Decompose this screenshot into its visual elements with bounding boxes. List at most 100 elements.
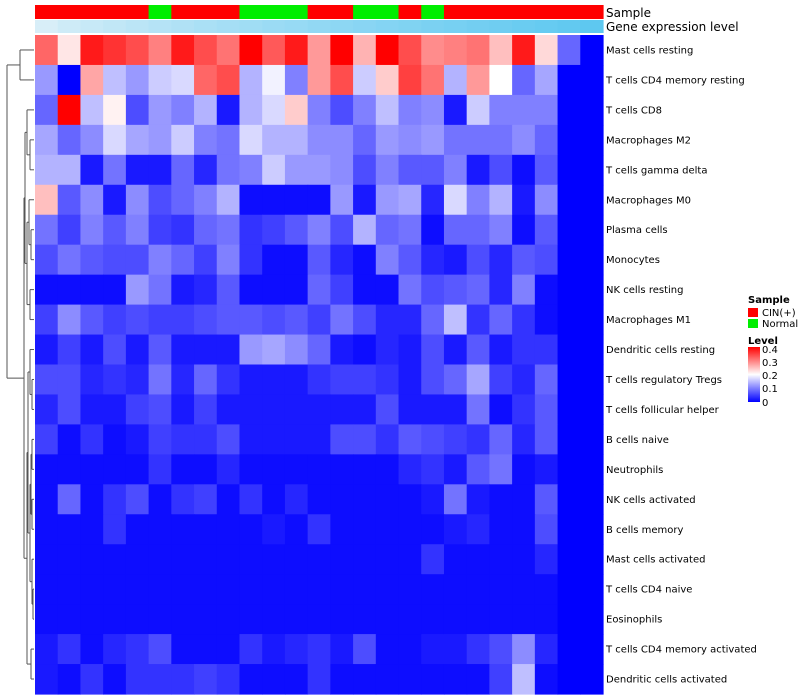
heatmap-cell	[353, 424, 377, 455]
heatmap-cell	[194, 454, 218, 485]
heatmap-cell	[148, 124, 172, 156]
heatmap-cell	[216, 214, 241, 246]
heatmap-cell	[57, 364, 82, 396]
heatmap-cell	[557, 604, 581, 635]
heatmap-cell	[421, 394, 445, 425]
expression-level-cell	[534, 20, 559, 33]
heatmap-cell	[284, 184, 309, 216]
heatmap-cell	[466, 514, 490, 545]
heatmap-cell	[353, 604, 377, 635]
heatmap-cell	[353, 394, 377, 425]
heatmap-cell	[330, 64, 354, 96]
heatmap-cell	[216, 394, 241, 425]
heatmap-cell	[421, 274, 445, 306]
heatmap-cell	[421, 484, 445, 515]
heatmap-cell	[489, 35, 513, 66]
heatmap-cell	[35, 244, 59, 276]
heatmap-cell	[534, 154, 559, 186]
heatmap-cell	[148, 424, 172, 455]
heatmap-cell	[307, 574, 331, 605]
heatmap-cell	[512, 634, 536, 665]
heatmap-cell	[512, 394, 536, 425]
sample-annotation-cell	[103, 5, 127, 19]
heatmap-cell	[421, 634, 445, 665]
heatmap-cell	[307, 364, 331, 396]
heatmap-cell	[580, 94, 604, 126]
heatmap-cell	[353, 244, 377, 276]
heatmap-cell	[171, 35, 195, 66]
row-label: Macrophages M1	[606, 315, 691, 326]
heatmap-cell	[375, 544, 400, 575]
expression-level-cell	[148, 20, 172, 33]
heatmap-cell	[239, 364, 263, 396]
heatmap-cell	[375, 94, 400, 126]
heatmap-cell	[443, 94, 468, 126]
heatmap-cell	[125, 484, 150, 515]
heatmap-cell	[262, 64, 286, 96]
heatmap-cell	[534, 35, 559, 66]
heatmap-cell	[557, 94, 581, 126]
heatmap-cell	[489, 454, 513, 485]
row-label: Macrophages M0	[606, 195, 691, 206]
heatmap-cell	[103, 124, 127, 156]
heatmap-cell	[194, 184, 218, 216]
heatmap-cell	[194, 424, 218, 455]
heatmap-cell	[35, 484, 59, 515]
heatmap-cell	[284, 364, 309, 396]
heatmap-cell	[125, 124, 150, 156]
annotation-label-expression: Gene expression level	[606, 20, 739, 34]
heatmap-cell	[353, 94, 377, 126]
heatmap-cell	[557, 424, 581, 455]
heatmap-cell	[284, 634, 309, 665]
annotation-label-sample: Sample	[606, 6, 651, 20]
heatmap-cell	[103, 664, 127, 695]
heatmap-cell	[398, 184, 422, 216]
heatmap-cell	[35, 364, 59, 396]
heatmap-cell	[216, 544, 241, 575]
heatmap-cell	[284, 214, 309, 246]
heatmap-cell	[80, 94, 104, 126]
heatmap-cell	[398, 604, 422, 635]
heatmap-cell	[171, 424, 195, 455]
heatmap-cell	[307, 244, 331, 276]
sample-annotation-cell	[125, 5, 150, 19]
heatmap-cell	[375, 124, 400, 156]
heatmap-cell	[421, 214, 445, 246]
heatmap-cell	[489, 334, 513, 366]
heatmap-cell	[80, 544, 104, 575]
heatmap-cell	[307, 184, 331, 216]
heatmap-cell	[443, 514, 468, 545]
heatmap-cell	[239, 124, 263, 156]
heatmap-cell	[80, 214, 104, 246]
heatmap-cell	[580, 574, 604, 605]
heatmap-cell	[330, 304, 354, 336]
heatmap-cell	[580, 484, 604, 515]
heatmap-cell	[398, 454, 422, 485]
heatmap-cell	[466, 184, 490, 216]
heatmap-cell	[512, 154, 536, 186]
heatmap-cell	[35, 304, 59, 336]
heatmap-cell	[35, 274, 59, 306]
heatmap-cell	[353, 574, 377, 605]
heatmap-cell	[125, 574, 150, 605]
heatmap-cell	[125, 64, 150, 96]
heatmap-cell	[466, 394, 490, 425]
heatmap-cell	[330, 244, 354, 276]
heatmap-cell	[534, 634, 559, 665]
heatmap-cell	[35, 544, 59, 575]
heatmap-cell	[307, 64, 331, 96]
expression-level-cell	[307, 20, 331, 33]
expression-level-cell	[216, 20, 241, 33]
heatmap-cell	[489, 394, 513, 425]
legend-level-tick-1: 0.3	[762, 358, 778, 369]
heatmap-cell	[398, 304, 422, 336]
heatmap-cell	[557, 274, 581, 306]
heatmap-cell	[398, 514, 422, 545]
heatmap-cell	[171, 364, 195, 396]
heatmap-cell	[57, 124, 82, 156]
heatmap-cell	[194, 334, 218, 366]
heatmap-cell	[534, 514, 559, 545]
sample-annotation-cell	[421, 5, 445, 19]
row-label: NK cells resting	[606, 285, 683, 296]
heatmap-cell	[534, 214, 559, 246]
